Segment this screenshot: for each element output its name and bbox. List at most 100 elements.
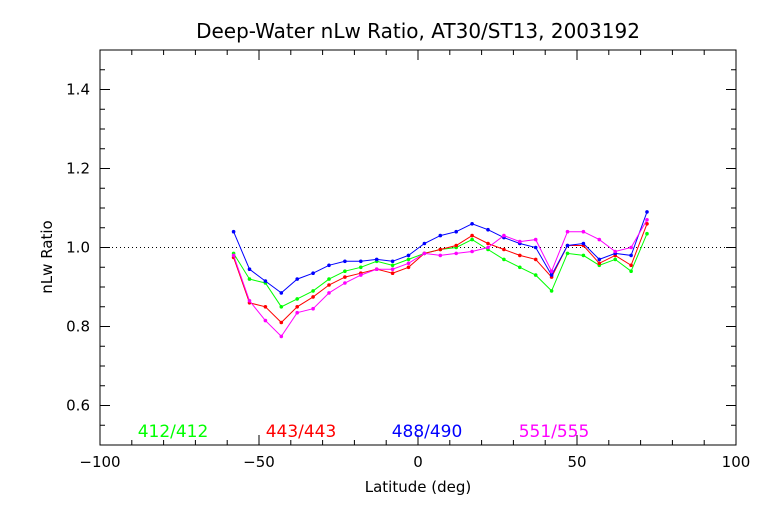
data-point	[406, 265, 411, 270]
data-point	[581, 229, 586, 234]
data-point	[279, 305, 284, 309]
data-point	[327, 277, 331, 281]
data-point	[645, 231, 649, 236]
data-point	[486, 241, 490, 246]
data-point	[565, 229, 570, 234]
data-point	[645, 218, 649, 222]
data-point	[597, 261, 602, 266]
data-point	[406, 257, 411, 262]
legend-entry: 488/490	[392, 422, 463, 442]
data-point	[565, 243, 570, 248]
data-point	[502, 247, 506, 252]
data-point	[231, 229, 236, 234]
data-point	[629, 245, 633, 250]
data-point	[518, 265, 522, 270]
series-line	[233, 223, 648, 324]
x-tick-label: 100	[722, 453, 751, 471]
legend-entry: 412/412	[138, 422, 209, 442]
data-point	[629, 269, 633, 274]
series-line	[233, 211, 648, 294]
data-point	[263, 279, 268, 283]
data-point	[327, 291, 331, 295]
data-point	[629, 253, 633, 258]
data-point	[438, 233, 443, 238]
x-tick-label: 0	[413, 453, 423, 471]
data-point	[454, 251, 459, 256]
data-point	[359, 265, 363, 270]
data-point	[231, 253, 236, 258]
data-point	[279, 334, 284, 339]
data-point	[359, 273, 363, 277]
data-point	[390, 259, 395, 264]
data-point	[597, 257, 602, 262]
data-point	[374, 267, 379, 272]
data-point	[502, 233, 506, 238]
data-point	[359, 259, 363, 264]
y-tick-label: 1.0	[66, 239, 90, 257]
data-point	[263, 318, 268, 323]
data-point	[486, 227, 490, 232]
x-tick-label: −50	[243, 453, 275, 471]
data-point	[549, 269, 554, 274]
data-point	[247, 277, 252, 281]
data-point	[247, 299, 252, 303]
data-point	[597, 237, 602, 242]
data-point	[581, 253, 586, 258]
data-point	[645, 210, 649, 214]
x-tick-label: 50	[567, 453, 586, 471]
data-point	[533, 237, 538, 242]
data-point	[518, 239, 522, 244]
data-point	[343, 269, 347, 274]
data-point	[374, 257, 379, 262]
data-point	[279, 291, 284, 295]
data-point	[311, 295, 315, 299]
data-point	[311, 271, 315, 276]
data-point	[390, 267, 395, 272]
y-tick-label: 0.6	[66, 397, 90, 415]
data-point	[470, 249, 474, 254]
data-point	[518, 253, 522, 258]
plot-area	[231, 210, 649, 339]
y-tick-label: 1.2	[66, 160, 90, 178]
data-point	[343, 281, 347, 285]
data-point	[390, 271, 395, 276]
data-point	[470, 233, 474, 238]
data-point	[327, 283, 331, 287]
axes: −100 −50 0 50 100 0.6 0.8 1.0 1.2 1.4	[66, 50, 750, 471]
legend-entry: 443/443	[266, 422, 337, 442]
x-axis-label: Latitude (deg)	[365, 478, 471, 496]
data-point	[279, 320, 284, 325]
data-point	[438, 253, 443, 258]
legend-entry: 551/555	[519, 422, 590, 442]
data-point	[406, 261, 411, 266]
data-point	[470, 222, 474, 226]
data-point	[422, 251, 427, 256]
data-point	[295, 277, 300, 281]
y-tick-label: 1.4	[66, 81, 90, 99]
data-point	[533, 257, 538, 262]
data-point	[327, 263, 331, 268]
data-point	[486, 245, 490, 250]
chart-title: Deep-Water nLw Ratio, AT30/ST13, 2003192	[196, 19, 640, 43]
x-tick-label: −100	[79, 453, 120, 471]
data-point	[613, 257, 617, 262]
data-point	[565, 251, 570, 256]
legend: 412/412 443/443 488/490 551/555	[138, 422, 590, 442]
data-point	[533, 273, 538, 277]
data-point	[454, 243, 459, 248]
data-point	[422, 241, 427, 246]
data-point	[470, 237, 474, 242]
data-point	[613, 249, 617, 254]
data-point	[581, 241, 586, 246]
data-point	[263, 305, 268, 309]
data-point	[629, 263, 633, 268]
data-point	[295, 305, 300, 309]
data-point	[343, 275, 347, 279]
data-point	[247, 267, 252, 272]
data-point	[311, 306, 315, 311]
data-point	[406, 253, 411, 258]
data-point	[438, 247, 443, 252]
data-point	[533, 245, 538, 250]
y-tick-label: 0.8	[66, 318, 90, 336]
data-point	[645, 222, 649, 226]
